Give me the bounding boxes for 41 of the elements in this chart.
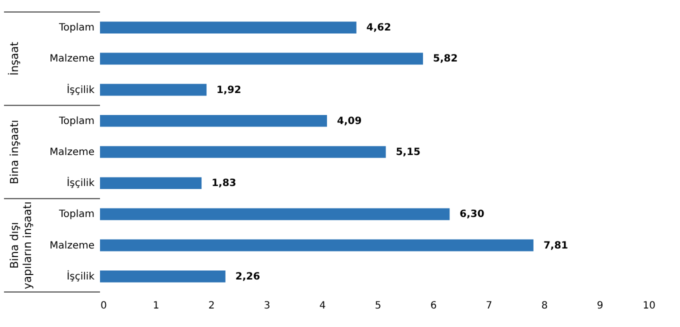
data-label: 5,82 — [433, 54, 458, 65]
data-label: 4,62 — [366, 22, 392, 34]
data-label: 4,09 — [336, 116, 362, 127]
x-tick-label: 7 — [486, 300, 492, 312]
x-tick-label: 0 — [100, 300, 107, 312]
y-tick-label: Toplam — [58, 209, 94, 220]
y-tick-label: İşçilik — [66, 82, 95, 96]
y-tick-label: Malzeme — [50, 54, 94, 65]
text: İnşaat — [7, 41, 21, 76]
data-label: 6,30 — [460, 209, 484, 220]
bar — [100, 208, 450, 220]
bar — [100, 22, 356, 34]
bar — [100, 146, 386, 158]
y-tick-label: Toplam — [58, 116, 94, 127]
y-tick-label: Malzeme — [50, 147, 94, 158]
bar — [100, 84, 207, 96]
y-tick-label: İşçilik — [66, 176, 95, 190]
data-label: 1,92 — [216, 84, 242, 96]
text: Bina inşaatı — [8, 120, 21, 184]
y-tick-label: İşçilik — [66, 269, 95, 282]
bar — [100, 177, 202, 190]
data-label: 7,81 — [543, 240, 568, 252]
data-label: 1,83 — [212, 178, 236, 190]
text: Bina dışı yapıların inşaatı — [8, 201, 34, 290]
bar — [100, 270, 226, 282]
x-tick-label: 10 — [642, 300, 656, 312]
x-tick-label: 9 — [596, 300, 604, 312]
data-label: 5,15 — [396, 147, 421, 158]
y-tick-label: Toplam — [58, 22, 94, 34]
data-label: 2,26 — [235, 271, 260, 282]
x-tick-label: 6 — [430, 300, 437, 312]
x-tick-label: 3 — [264, 300, 270, 312]
bar — [100, 114, 327, 127]
x-tick-label: 5 — [374, 300, 382, 312]
x-tick-label: 1 — [152, 300, 160, 312]
y-tick-label: Malzeme — [50, 240, 94, 252]
x-tick-label: 4 — [319, 300, 326, 312]
x-tick-label: 8 — [541, 300, 548, 312]
x-tick-label: 2 — [208, 300, 215, 312]
bar — [100, 239, 534, 252]
bar — [100, 52, 424, 65]
